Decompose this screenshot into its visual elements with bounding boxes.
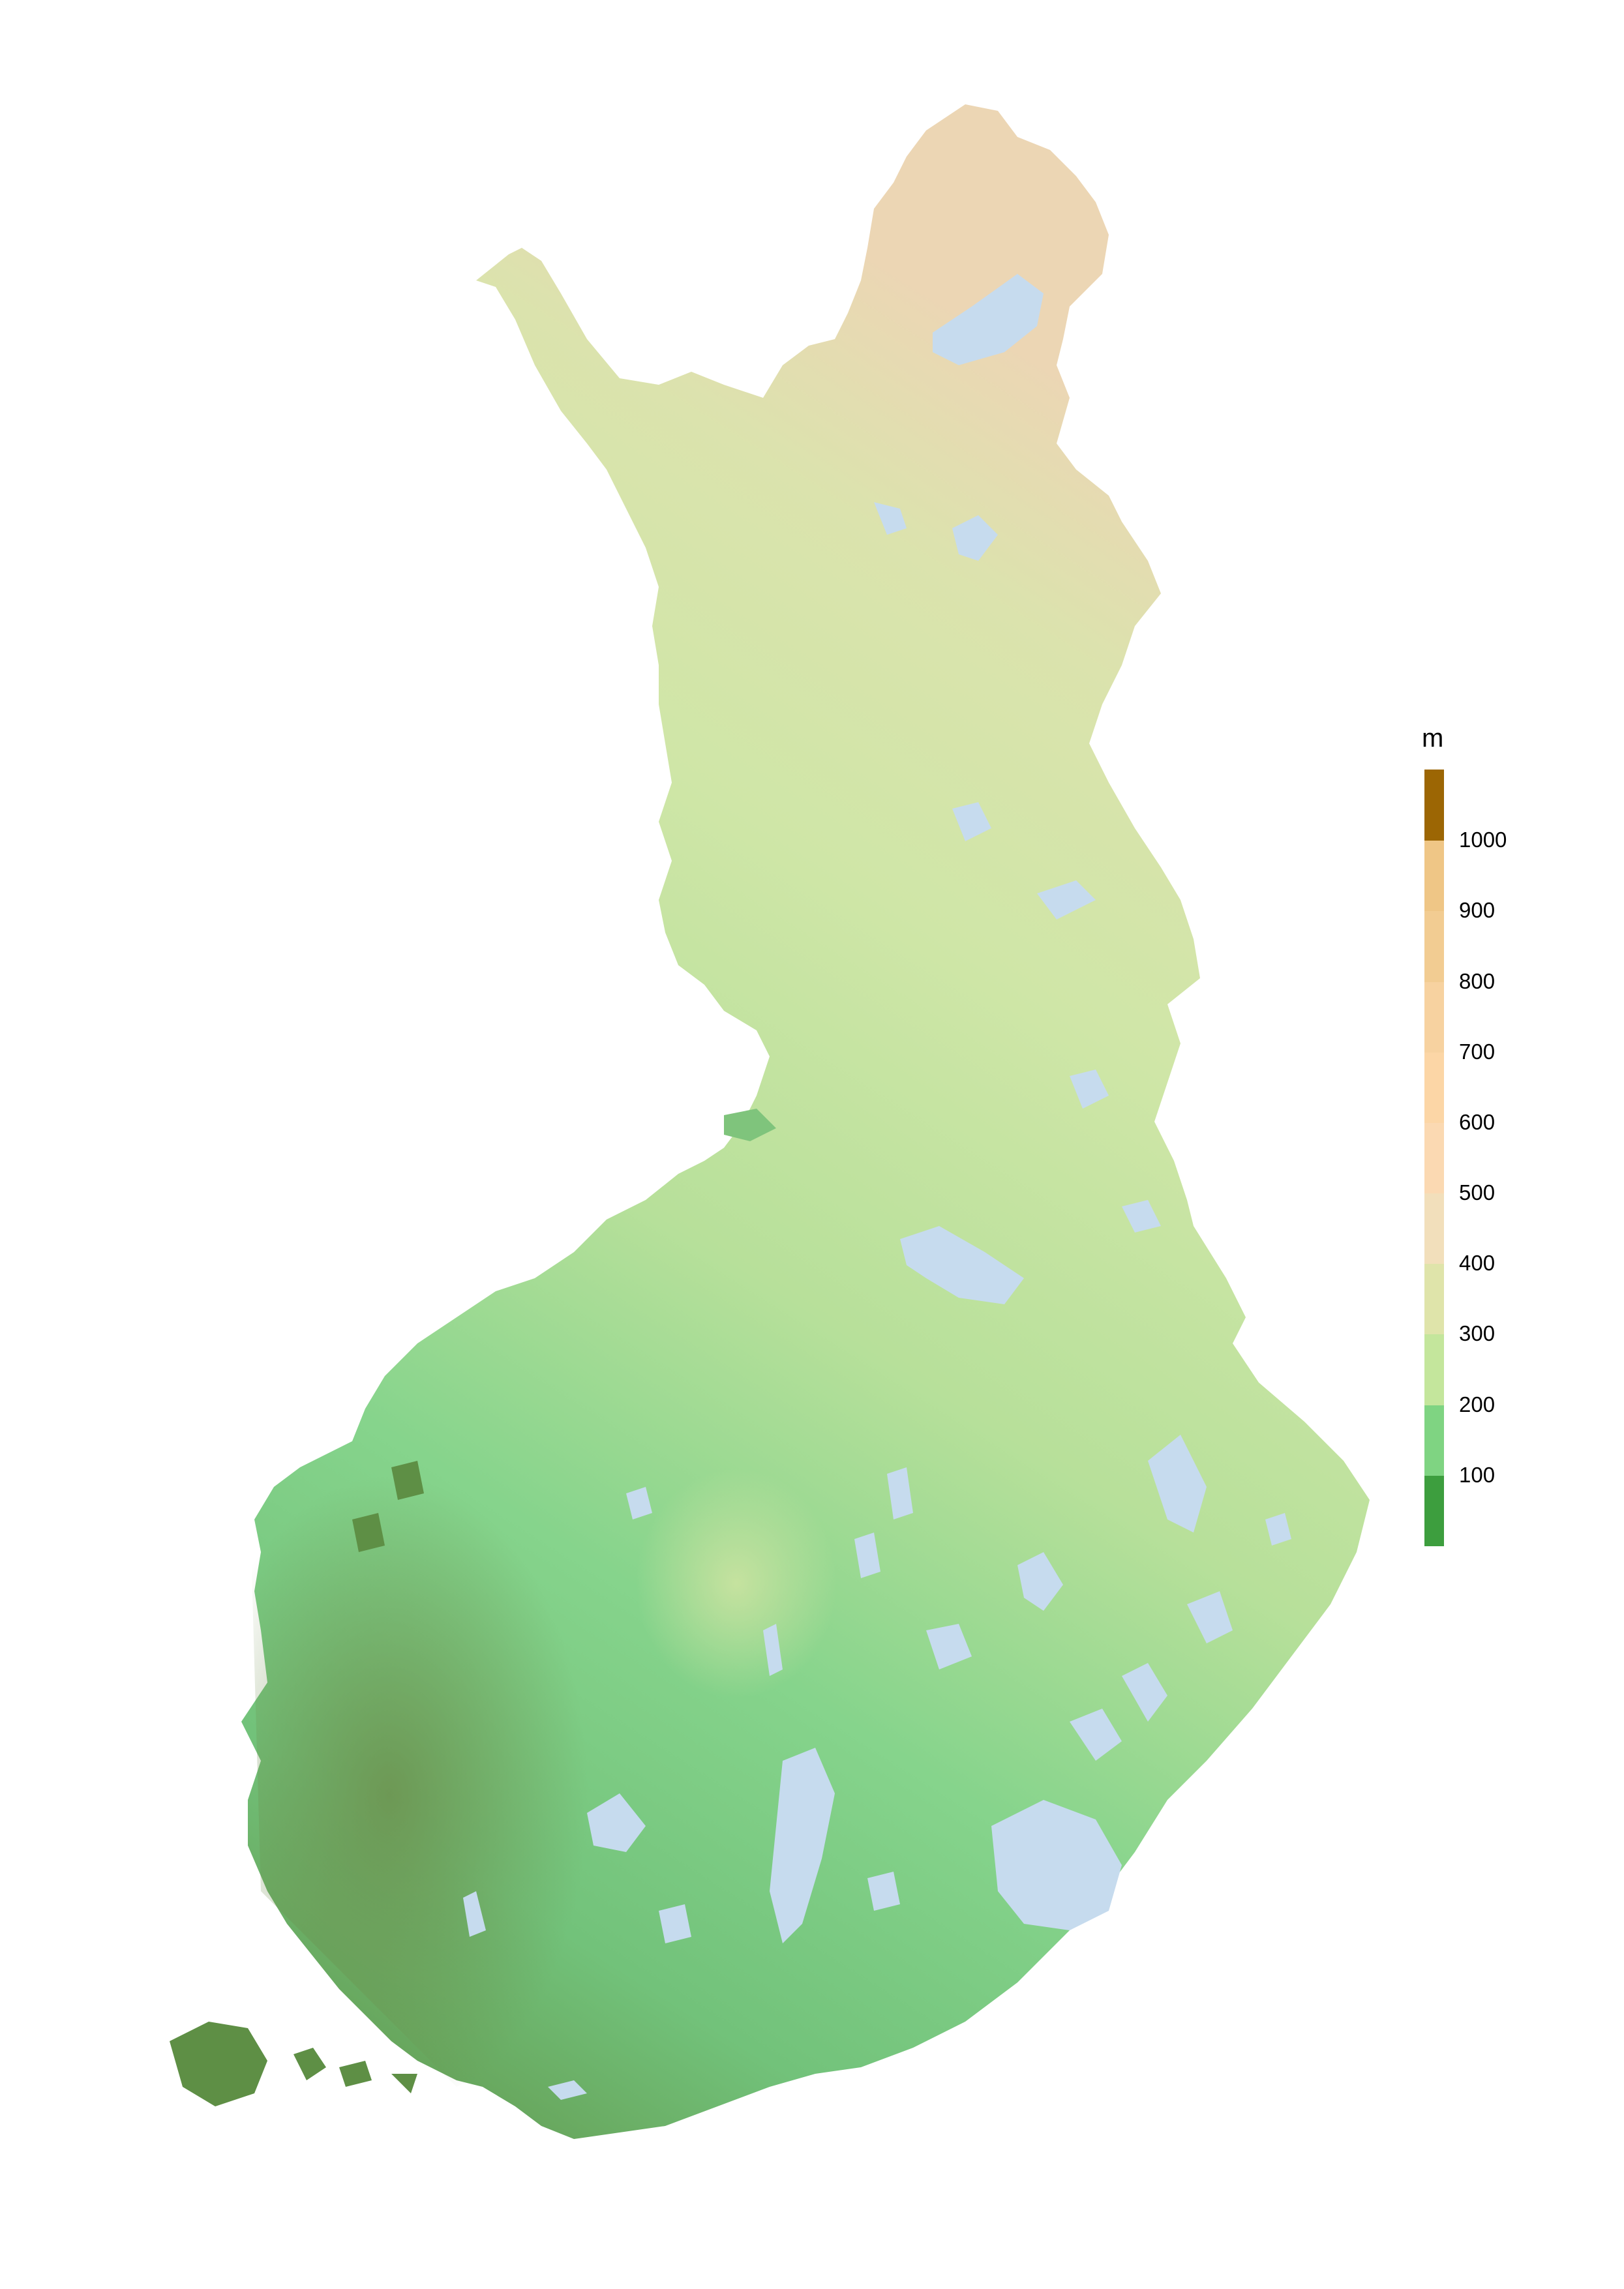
legend-swatch-900-1000 bbox=[1424, 840, 1444, 912]
legend-tick-label: 900 bbox=[1459, 898, 1496, 923]
legend-swatch-400-500 bbox=[1424, 1193, 1444, 1264]
legend-swatch-300-400 bbox=[1424, 1263, 1444, 1335]
lake-kemijarvi bbox=[952, 802, 991, 841]
lake-oulujarvi bbox=[900, 1226, 1024, 1304]
lake-saimaa bbox=[991, 1800, 1122, 1930]
lake-lappajarvi bbox=[626, 1487, 652, 1519]
lake-puulavesi bbox=[867, 1872, 900, 1911]
legend-tick-label: 300 bbox=[1459, 1321, 1496, 1346]
legend-unit: m bbox=[1422, 724, 1444, 753]
lake-lokka bbox=[952, 515, 998, 561]
aland-islands bbox=[170, 2022, 267, 2106]
legend-swatch-500-600 bbox=[1424, 1122, 1444, 1194]
lake-pyhajarvi bbox=[463, 1891, 486, 1937]
legend-tick-label: 100 bbox=[1459, 1462, 1496, 1487]
lake-nasi bbox=[587, 1793, 646, 1852]
lake-vuoksi-area bbox=[1187, 1591, 1233, 1643]
lake-kiantajarvi bbox=[1070, 1070, 1109, 1109]
legend-tick-label: 400 bbox=[1459, 1251, 1496, 1276]
legend-tick-label: 800 bbox=[1459, 968, 1496, 993]
lake-hoytiainen bbox=[1122, 1663, 1167, 1722]
legend-swatch-0-100 bbox=[1424, 1474, 1444, 1546]
legend-swatch-200-300 bbox=[1424, 1334, 1444, 1405]
legend-tick-label: 1000 bbox=[1459, 828, 1507, 852]
lake-orivesi bbox=[1070, 1709, 1122, 1761]
lake-north-karelia bbox=[1122, 1200, 1161, 1233]
lake-porttipahta bbox=[874, 502, 907, 535]
legend-tick-label: 500 bbox=[1459, 1180, 1496, 1205]
legend-swatch-1000-1100 bbox=[1424, 770, 1444, 841]
lake-vanajavesi bbox=[659, 1904, 691, 1943]
lake-nasijarvi bbox=[548, 2080, 587, 2100]
legend-swatch-600-700 bbox=[1424, 1051, 1444, 1123]
lake-kivijarvi bbox=[763, 1624, 783, 1676]
lake-vuotjarvi bbox=[854, 1533, 880, 1578]
lakes bbox=[463, 274, 1291, 2100]
central-upland-shading bbox=[522, 1239, 978, 1761]
legend-tick-label: 600 bbox=[1459, 1109, 1496, 1134]
lake-lokkamiddle bbox=[1037, 880, 1096, 920]
lake-suvasvesi bbox=[926, 1624, 972, 1669]
legend-swatch-100-200 bbox=[1424, 1404, 1444, 1476]
hailuoto-island bbox=[724, 1109, 776, 1141]
elevation-legend: m 100 200 300 400 500 600 700 800 900 1000 bbox=[1422, 724, 1591, 1572]
lake-east-border bbox=[1265, 1513, 1291, 1546]
legend-swatch-800-900 bbox=[1424, 910, 1444, 982]
lake-keitele bbox=[887, 1467, 913, 1519]
lake-pielinen bbox=[1148, 1435, 1207, 1533]
lake-kallavesi bbox=[1017, 1552, 1063, 1611]
lake-paijanne bbox=[770, 1748, 835, 1943]
legend-swatch-700-800 bbox=[1424, 981, 1444, 1053]
legend-tick-label: 700 bbox=[1459, 1039, 1496, 1064]
legend-tick-label: 200 bbox=[1459, 1392, 1496, 1416]
lake-inari bbox=[933, 274, 1044, 365]
